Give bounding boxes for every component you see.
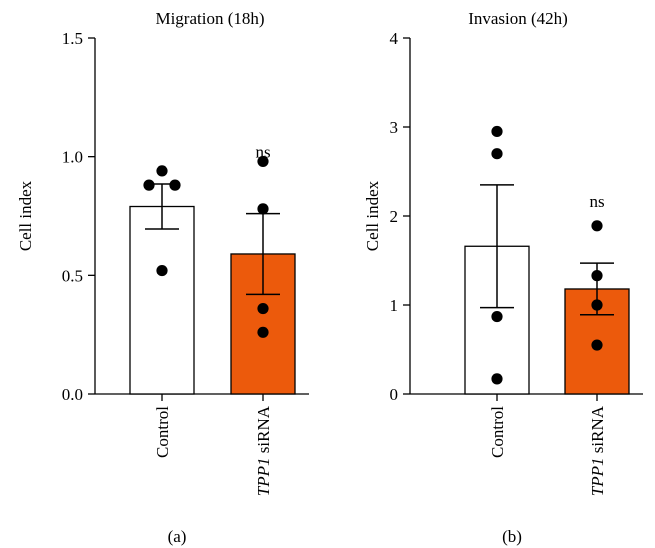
data-point [143,179,155,191]
y-tick-label: 2 [390,207,399,226]
data-point [491,373,503,385]
x-category-label-italic: TPP1 [588,457,607,496]
x-category-label-text: Control [153,406,172,458]
y-tick-label: 1.0 [62,148,83,167]
bar [129,205,195,395]
y-tick-label: 0.5 [62,266,83,285]
data-point [591,339,603,351]
panel-label: (a) [168,527,187,546]
x-category-label: Control [153,406,172,458]
significance-label: ns [255,143,270,162]
data-point [491,148,503,160]
panel-a: Migration (18h) 0.0 0.5 1.0 1.5 Cell index Con… [16,9,309,546]
data-point [156,165,168,177]
x-category-label: TPP1 siRNA [254,405,273,496]
y-axis-label: Cell index [363,180,382,251]
panel-label: (b) [502,527,522,546]
data-point [591,220,603,232]
x-category-label-italic: TPP1 [254,457,273,496]
data-point [169,179,181,191]
y-tick-label: 1.5 [62,29,83,48]
panel-b: Invasion (42h) 0 1 2 3 4 Cell index Control ns TP… [363,9,643,546]
data-point [257,155,269,168]
x-category-label: Control [488,406,507,458]
data-point [491,310,503,323]
x-category-label-text: siRNA [588,405,607,457]
data-point [591,299,603,311]
data-point [257,203,269,215]
y-tick-label: 4 [390,29,399,48]
x-category-label: TPP1 siRNA [588,405,607,496]
data-point [491,125,503,138]
y-tick-label: 1 [390,296,399,315]
chart-title: Invasion (42h) [468,9,568,28]
x-category-label-text: siRNA [254,405,273,457]
y-tick-label: 0.0 [62,385,83,404]
y-tick-label: 0 [390,385,399,404]
data-point [591,270,603,282]
data-point [257,326,269,338]
data-point [156,264,168,277]
data-point [257,302,269,315]
chart-title: Migration (18h) [155,9,264,28]
x-category-label-text: Control [488,406,507,458]
significance-label: ns [589,192,604,211]
y-axis-label: Cell index [16,180,35,251]
y-tick-label: 3 [390,118,399,137]
